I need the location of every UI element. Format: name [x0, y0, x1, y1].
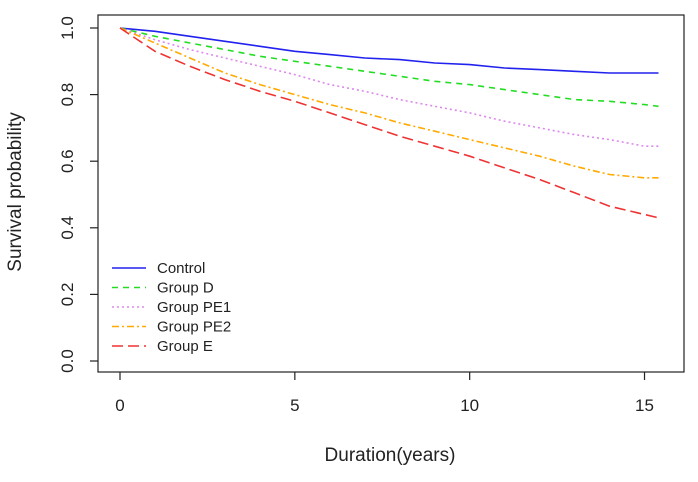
y-tick-label: 0.6 — [58, 149, 77, 173]
x-tick-label: 10 — [460, 396, 479, 415]
series-line-group-pe2 — [119, 27, 659, 179]
y-tick-label: 0.0 — [58, 349, 77, 373]
legend-label-control: Control — [157, 260, 205, 277]
series-line-control — [119, 27, 659, 74]
x-tick-label: 5 — [290, 396, 299, 415]
legend-label-group-d: Group D — [157, 280, 214, 297]
axes: 0 5 10 15 0.0 0.2 0.4 0.6 0.8 1.0 — [58, 14, 685, 415]
x-axis-title: Duration(years) — [325, 445, 456, 466]
series-lines — [119, 27, 659, 219]
legend-label-group-pe2: Group PE2 — [157, 319, 231, 336]
plot-frame — [97, 14, 685, 373]
y-tick-label: 0.2 — [58, 283, 77, 307]
legend: Control Group D Group PE1 Group PE2 Group E — [112, 260, 231, 355]
x-tick-label: 0 — [115, 396, 124, 415]
y-axis-title: Survival probability — [5, 112, 26, 272]
y-tick-label: 0.8 — [58, 83, 77, 107]
series-line-group-e — [119, 27, 659, 219]
series-line-group-d — [119, 27, 659, 108]
legend-label-group-pe1: Group PE1 — [157, 299, 231, 316]
y-tick-label: 1.0 — [58, 16, 77, 40]
y-tick-label: 0.4 — [58, 216, 77, 240]
legend-label-group-e: Group E — [157, 338, 213, 355]
x-tick-label: 15 — [635, 396, 654, 415]
